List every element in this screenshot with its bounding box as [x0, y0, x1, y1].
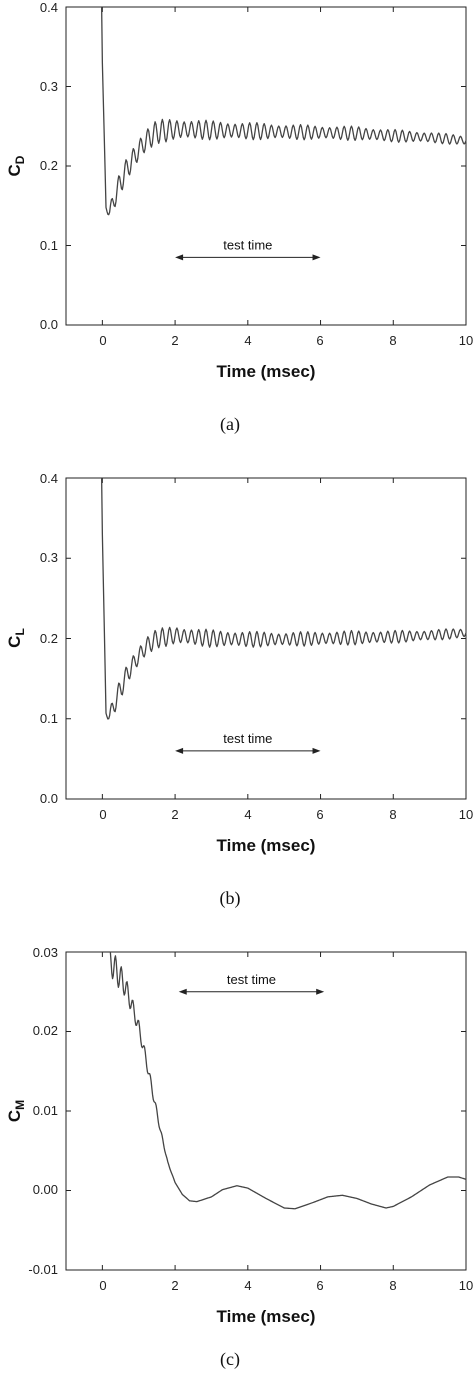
- y-axis-a: 0.0 0.1 0.2 0.3 0.4: [40, 0, 58, 332]
- y-axis-title-sub-a: D: [13, 155, 27, 164]
- annotation-text-b: test time: [223, 731, 272, 746]
- y-axis-title-main-c: C: [5, 1110, 24, 1122]
- svg-text:CL: CL: [5, 628, 27, 648]
- x-tick-label-5: 10: [459, 807, 473, 822]
- y-tick-label-3: 0.3: [40, 550, 58, 565]
- x-axis-c: 0 2 4 6 8 10: [99, 1278, 473, 1293]
- x-tick-label-4: 8: [389, 1278, 396, 1293]
- x-tick-label-3: 6: [316, 807, 323, 822]
- annotation-text-c: test time: [227, 972, 276, 987]
- test-time-annotation-b: test time: [175, 731, 321, 754]
- annotation-text-a: test time: [223, 237, 272, 252]
- arrow-head-left-a: [175, 254, 184, 261]
- x-axis-title-a: Time (msec): [217, 362, 316, 381]
- y-axis-title-sub-c: M: [13, 1100, 27, 1110]
- x-tick-label-5: 10: [459, 333, 473, 348]
- y-axis-title-a: CD: [5, 155, 27, 176]
- y-tick-label-2: 0.01: [33, 1103, 58, 1118]
- y-tick-label-1: 0.00: [33, 1182, 58, 1197]
- x-tick-label-1: 2: [171, 1278, 178, 1293]
- svg-text:CM: CM: [5, 1100, 27, 1122]
- x-tick-label-2: 4: [244, 1278, 251, 1293]
- y-tick-label-1: 0.1: [40, 238, 58, 253]
- chart-panel-b: 0.0 0.1 0.2 0.3 0.4 0 2 4 6 8 10 test ti…: [5, 471, 473, 909]
- arrow-head-right-b: [312, 747, 321, 754]
- test-time-annotation-c: test time: [178, 972, 325, 995]
- x-axis-b: 0 2 4 6 8 10: [99, 807, 473, 822]
- y-tick-label-3: 0.3: [40, 79, 58, 94]
- y-tick-label-4: 0.4: [40, 471, 58, 486]
- caption-a: (a): [220, 414, 240, 435]
- y-tick-label-4: 0.4: [40, 0, 58, 15]
- x-tick-label-3: 6: [316, 1278, 323, 1293]
- y-tick-label-2: 0.2: [40, 631, 58, 646]
- x-tick-label-1: 2: [171, 333, 178, 348]
- arrow-head-left-b: [175, 747, 184, 754]
- arrow-head-right-a: [312, 254, 321, 261]
- svg-text:CD: CD: [5, 155, 27, 176]
- x-axis-title-b: Time (msec): [217, 836, 316, 855]
- x-tick-label-4: 8: [389, 333, 396, 348]
- x-tick-label-2: 4: [244, 333, 251, 348]
- y-tick-label-4: 0.03: [33, 945, 58, 960]
- y-tick-label-0: 0.0: [40, 791, 58, 806]
- y-axis-title-sub-b: L: [13, 628, 27, 635]
- x-tick-label-5: 10: [459, 1278, 473, 1293]
- plot-frame-a: [65, 6, 467, 326]
- x-tick-label-4: 8: [389, 807, 396, 822]
- y-axis-title-b: CL: [5, 628, 27, 648]
- x-tick-label-0: 0: [99, 333, 106, 348]
- plot-frame-c: [65, 951, 467, 1271]
- series-line-a: [100, 6, 467, 216]
- y-axis-title-c: CM: [5, 1100, 27, 1122]
- y-axis-b: 0.0 0.1 0.2 0.3 0.4: [40, 471, 58, 806]
- arrow-head-right-c: [316, 988, 325, 995]
- y-tick-label-3: 0.02: [33, 1023, 58, 1038]
- chart-panel-c: -0.01 0.00 0.01 0.02 0.03 0 2 4 6 8 10 t…: [5, 945, 473, 1370]
- y-tick-label-1: 0.1: [40, 711, 58, 726]
- caption-b: (b): [220, 888, 241, 909]
- x-axis-title-c: Time (msec): [217, 1307, 316, 1326]
- series-line-b: [100, 477, 467, 720]
- arrow-head-left-c: [178, 988, 187, 995]
- y-tick-label-0: 0.0: [40, 317, 58, 332]
- test-time-annotation-a: test time: [175, 237, 321, 261]
- series-line-c: [102, 951, 467, 1210]
- x-tick-label-3: 6: [316, 333, 323, 348]
- y-tick-label-2: 0.2: [40, 158, 58, 173]
- x-tick-label-0: 0: [99, 807, 106, 822]
- y-axis-title-main-a: C: [5, 164, 24, 176]
- x-axis-a: 0 2 4 6 8 10: [99, 333, 473, 348]
- caption-c: (c): [220, 1349, 240, 1370]
- x-tick-label-1: 2: [171, 807, 178, 822]
- x-tick-label-2: 4: [244, 807, 251, 822]
- y-tick-label-0: -0.01: [28, 1262, 58, 1277]
- y-axis-title-main-b: C: [5, 636, 24, 648]
- chart-panel-a: 0.0 0.1 0.2 0.3 0.4 0 2 4 6 8 10 test ti…: [5, 0, 473, 435]
- x-tick-label-0: 0: [99, 1278, 106, 1293]
- y-axis-c: -0.01 0.00 0.01 0.02 0.03: [28, 945, 58, 1277]
